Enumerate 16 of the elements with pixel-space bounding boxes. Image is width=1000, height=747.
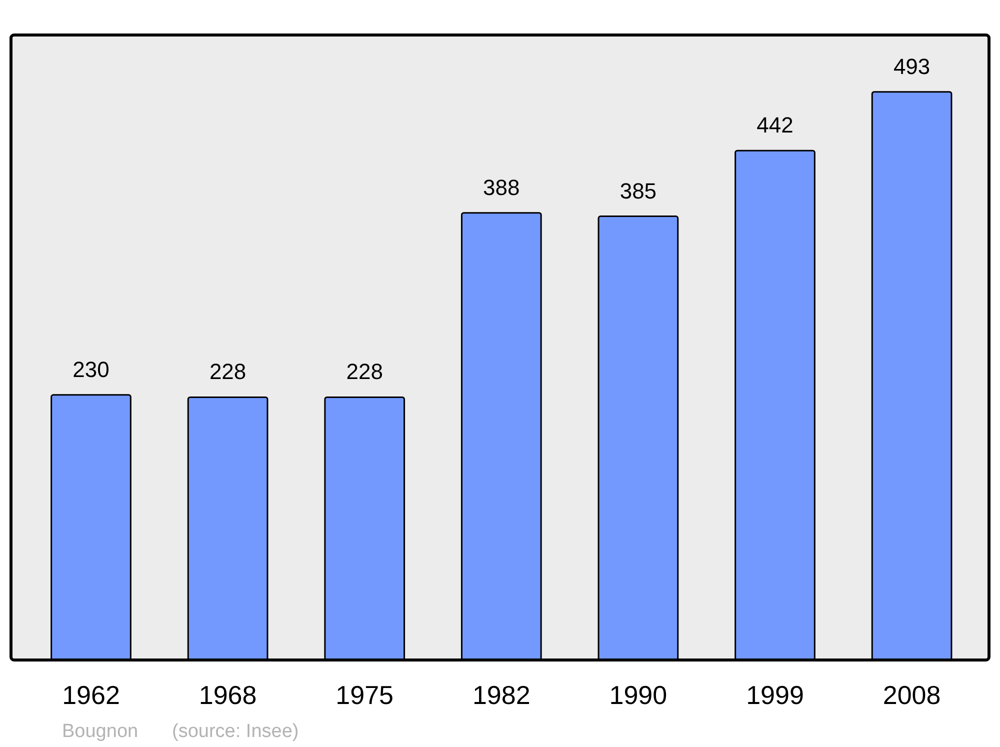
x-tick-label: 1962 [62,680,120,710]
x-tick-label: 1968 [198,680,257,710]
text: (source: Insee) [172,721,299,742]
x-tick-label: 1990 [609,680,668,710]
x-tick-label: 1982 [472,680,530,710]
data-label: 442 [756,112,794,138]
data-label: 493 [893,54,930,79]
data-label: 228 [209,359,246,384]
text: Bougnon [62,721,138,742]
data-label: 385 [620,178,657,204]
x-tick-label: 1975 [336,680,394,710]
data-label: 388 [483,174,520,200]
data-label: 228 [346,359,383,384]
data-label: 230 [72,356,110,382]
x-tick-label: 1999 [746,680,804,710]
x-tick-label: 2008 [882,680,941,710]
